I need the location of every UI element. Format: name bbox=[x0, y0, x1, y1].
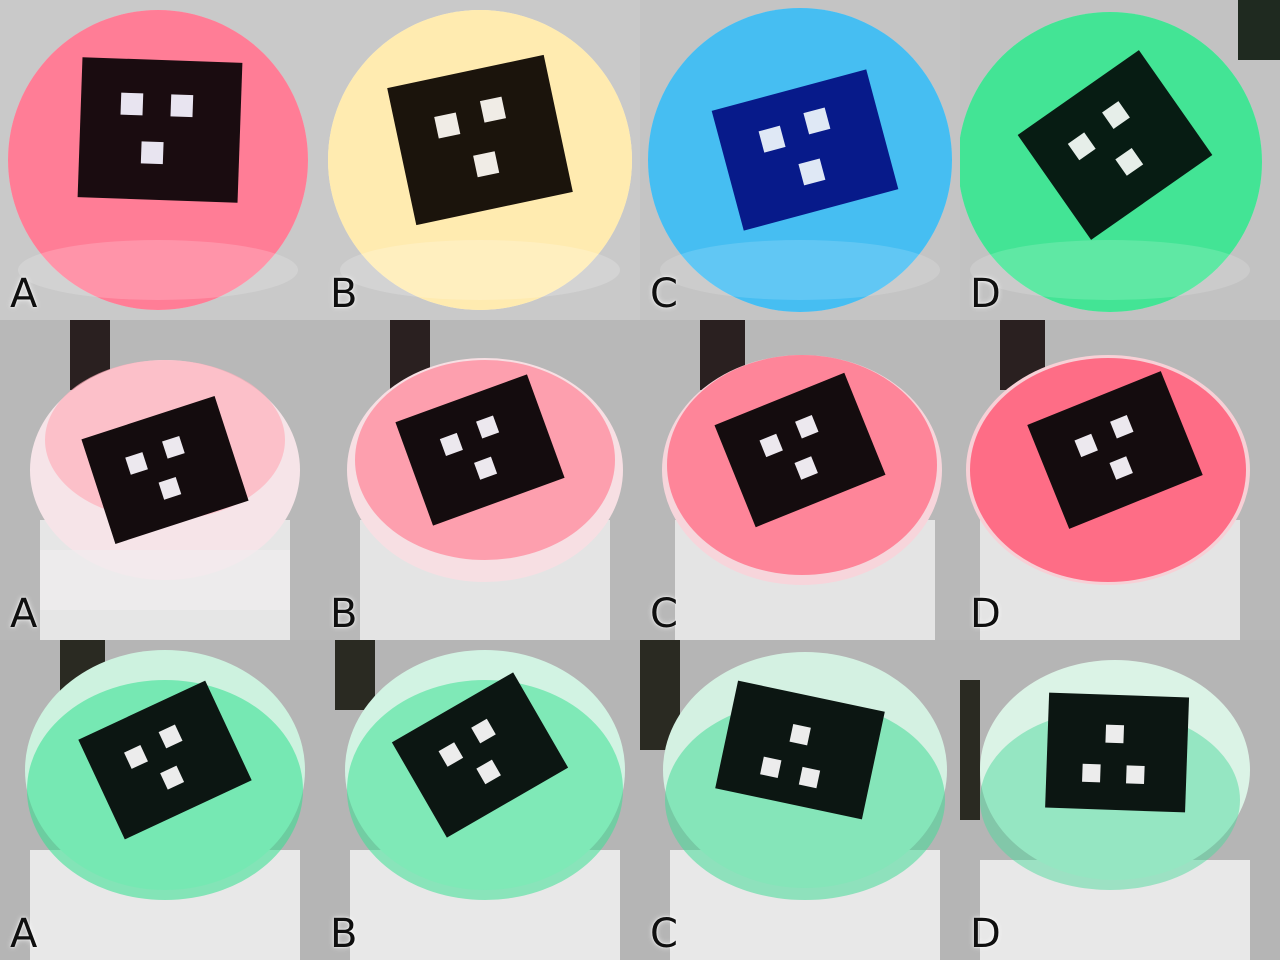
panel-row2-c: C bbox=[640, 320, 960, 640]
panel-label: A bbox=[10, 591, 38, 637]
fiducial-marker bbox=[1027, 371, 1203, 529]
glowing-puck-image bbox=[640, 0, 960, 320]
glowing-puck-image bbox=[320, 320, 640, 640]
panel-label: B bbox=[330, 271, 358, 317]
fiducial-marker bbox=[387, 54, 573, 226]
panel-row1-d: D bbox=[960, 0, 1280, 320]
fiducial-marker bbox=[1045, 692, 1190, 813]
panel-row1-a: A bbox=[0, 0, 320, 320]
fiducial-marker bbox=[391, 672, 569, 838]
fiducial-marker bbox=[395, 374, 565, 526]
glowing-puck-image bbox=[0, 640, 320, 960]
panel-row2-d: D bbox=[960, 320, 1280, 640]
fiducial-marker bbox=[77, 57, 243, 203]
panel-row3-b: B bbox=[320, 640, 640, 960]
glowing-puck-image bbox=[0, 0, 320, 320]
panel-label: B bbox=[330, 591, 358, 637]
fiducial-marker bbox=[711, 69, 899, 231]
panel-label: B bbox=[330, 911, 358, 957]
fiducial-marker bbox=[81, 396, 249, 544]
glowing-puck-image bbox=[0, 320, 320, 640]
panel-row1-b: B bbox=[320, 0, 640, 320]
panel-row3-c: C bbox=[640, 640, 960, 960]
panel-label: C bbox=[650, 591, 678, 637]
glowing-puck-image bbox=[640, 640, 960, 960]
panel-label: A bbox=[10, 271, 38, 317]
panel-row2-a: A bbox=[0, 320, 320, 640]
glowing-puck-image bbox=[960, 640, 1280, 960]
panel-label: D bbox=[970, 911, 1001, 957]
glowing-puck-image bbox=[320, 640, 640, 960]
glowing-puck-image bbox=[640, 320, 960, 640]
panel-label: A bbox=[10, 911, 38, 957]
panel-row3-a: A bbox=[0, 640, 320, 960]
panel-label: C bbox=[650, 271, 678, 317]
fiducial-marker bbox=[715, 680, 885, 820]
panel-row1-c: C bbox=[640, 0, 960, 320]
panel-label: C bbox=[650, 911, 678, 957]
panel-row3-d: D bbox=[960, 640, 1280, 960]
glowing-puck-image bbox=[320, 0, 640, 320]
fiducial-marker bbox=[78, 680, 252, 840]
panel-label: D bbox=[970, 591, 1001, 637]
panel-row2-b: B bbox=[320, 320, 640, 640]
panel-label: D bbox=[970, 271, 1001, 317]
fiducial-marker bbox=[714, 372, 886, 528]
fiducial-marker bbox=[1017, 50, 1213, 240]
glowing-puck-image bbox=[960, 320, 1280, 640]
glowing-puck-image bbox=[960, 0, 1280, 320]
